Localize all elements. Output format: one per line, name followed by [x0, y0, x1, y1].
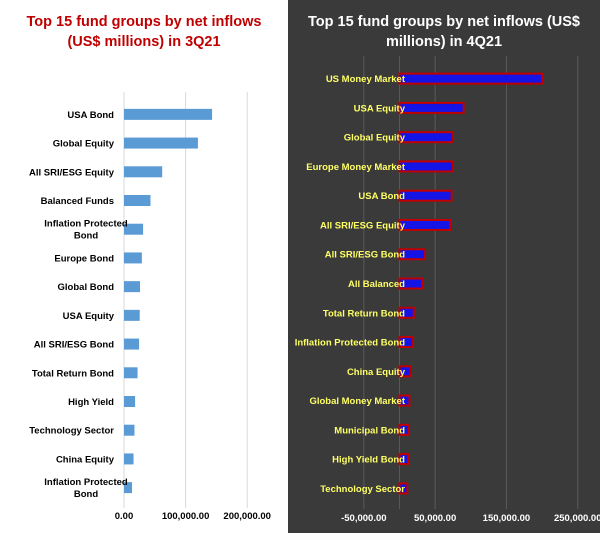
category-label: All Balanced — [348, 279, 405, 290]
x-tick-label: 100,000.00 — [162, 511, 210, 522]
bar-usa-equity — [124, 309, 140, 321]
category-label: China Equity — [56, 454, 115, 465]
category-label: Technology Sector — [29, 426, 114, 437]
bar-total-return-bond — [398, 306, 415, 319]
category-label: China Equity — [347, 367, 406, 378]
category-label: Total Return Bond — [323, 308, 405, 319]
bar-all-sri-esg-equity — [124, 166, 163, 178]
bar-municipal-bond — [398, 423, 410, 436]
category-label: Inflation Protected Bond — [44, 477, 128, 500]
bar-usa-equity — [398, 101, 465, 114]
category-label: Global Equity — [344, 133, 406, 144]
x-tick-label: 250,000.00 — [554, 513, 600, 524]
bar-global-equity — [124, 137, 198, 149]
category-label: USA Bond — [67, 110, 114, 121]
bar-municipal-bond-bond — [124, 223, 144, 235]
category-label: High Yield — [68, 397, 114, 408]
category-label: All SRI/ESG Equity — [320, 220, 406, 231]
category-label: USA Equity — [63, 311, 115, 322]
category-label: All SRI/ESG Bond — [34, 340, 114, 351]
category-label: Inflation Protected Bond — [44, 219, 128, 242]
bar-us-money-market — [398, 72, 544, 85]
category-label: Global Money Market — [309, 396, 405, 407]
bar-europe-money-market — [398, 160, 454, 173]
bar-all-sri-esg-bond — [398, 248, 427, 261]
category-label: Inflation Protected Bond — [295, 338, 406, 349]
x-tick-label: 150,000.00 — [483, 513, 531, 524]
bar-usa-bond — [398, 189, 453, 202]
bar-high-yield — [124, 396, 136, 407]
bar-global-equity — [398, 131, 454, 144]
category-label: Total Return Bond — [32, 368, 114, 379]
bar-inflation-protected-bond — [398, 336, 415, 349]
category-label: All SRI/ESG Bond — [325, 250, 405, 261]
category-label: High Yield Bond — [332, 455, 405, 466]
category-label: Global Bond — [58, 282, 115, 293]
category-label: US Money Market — [326, 74, 406, 85]
category-label: USA Bond — [358, 191, 405, 202]
bar-usa-bond — [124, 108, 213, 120]
bar-all-sri-esg-bond — [124, 338, 140, 350]
x-tick-label: 50,000.00 — [414, 513, 456, 524]
category-label: All SRI/ESG Equity — [29, 167, 115, 178]
bar-technology-sector — [124, 424, 135, 436]
x-tick-label: 0.00 — [115, 511, 134, 522]
left-chart-panel: Top 15 fund groups by net inflows (US$ m… — [0, 0, 288, 533]
bar-global-money-market — [398, 394, 411, 407]
right-chart-plot: US Money Market USA Equity Global Equity Eu… — [295, 56, 600, 524]
bar-technology-sector — [398, 482, 409, 495]
category-label: Europe Bond — [54, 253, 114, 264]
category-label: USA Equity — [354, 103, 406, 114]
bar-all-sri-esg-equity — [398, 218, 452, 231]
left-chart-title: Top 15 fund groups by net inflows (US$ m… — [26, 14, 262, 50]
right-chart-panel: Top 15 fund groups by net inflows (US$ m… — [288, 0, 600, 533]
category-label: Technology Sector — [320, 484, 405, 495]
bar-global-bond — [124, 281, 141, 293]
left-chart-plot: USA Bond Global Equity All SRI/ESG Equity B… — [29, 92, 271, 522]
bar-total-return-bond — [124, 367, 138, 379]
bar-all-balanced — [398, 277, 424, 290]
right-chart-title: Top 15 fund groups by net inflows (US$ m… — [307, 14, 580, 50]
bar-china-equity — [124, 453, 134, 465]
category-label: Global Equity — [53, 139, 115, 150]
bar-europe-bond — [124, 252, 142, 264]
bar-china-equity — [398, 365, 412, 378]
category-label: Balanced Funds — [41, 196, 114, 207]
x-tick-label: -50,000.00 — [341, 513, 386, 524]
bar-balanced-funds — [124, 195, 151, 206]
category-label: Europe Money Market — [306, 162, 406, 173]
x-tick-label: 200,000.00 — [223, 511, 271, 522]
bar-high-yield-bond — [398, 453, 410, 466]
category-label: Municipal Bond — [334, 425, 405, 436]
bar-inflation-protected-bond — [124, 482, 133, 494]
